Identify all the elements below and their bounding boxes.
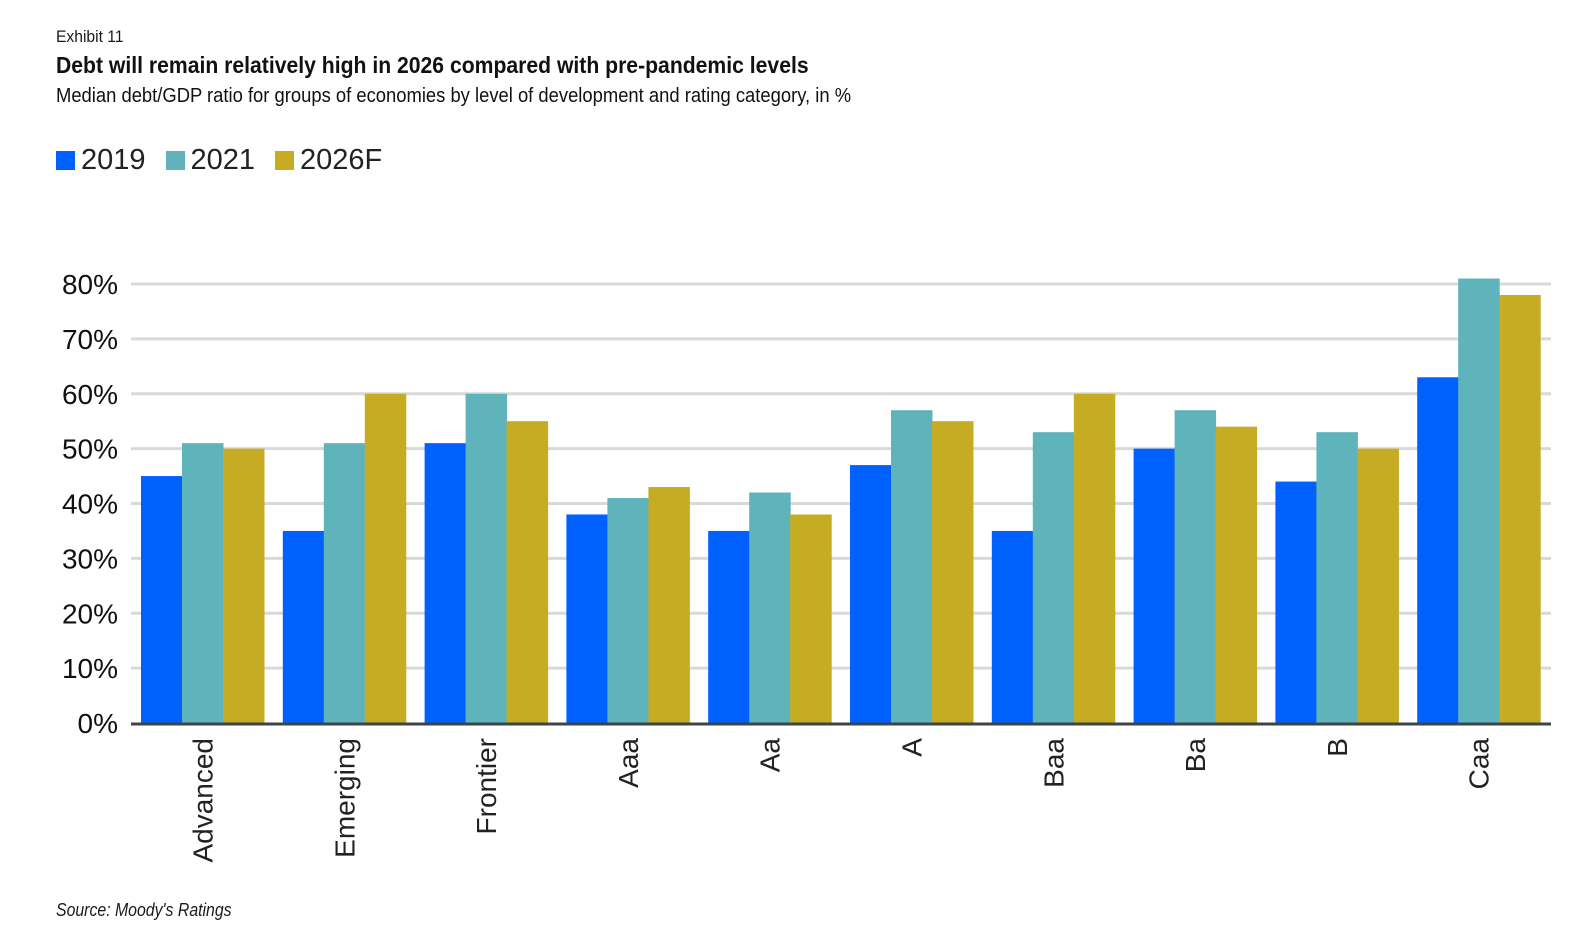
legend: 2019 2021 2026F [56,144,402,177]
y-tick-label: 80% [62,269,118,300]
x-category-label: Aaa [613,738,644,788]
bar-ba-2021 [1174,410,1217,723]
x-category-label: Emerging [329,738,360,858]
bars [141,278,1541,723]
legend-swatch-2019 [56,151,75,170]
y-tick-label: 0% [78,708,118,739]
y-tick-label: 30% [62,543,118,574]
bar-emerging-2026f [364,393,407,723]
source-note: Source: Moody's Ratings [56,900,232,920]
bar-emerging-2019 [282,530,325,723]
bar-advanced-2021 [182,443,224,723]
legend-swatch-2021 [165,151,185,170]
x-category-label: Caa [1464,738,1495,790]
legend-label-2026f: 2026F [300,144,383,176]
bar-b-2019 [1275,481,1317,723]
legend-item-2021: 2021 [165,144,256,177]
legend-swatch-2026f [275,151,295,170]
bar-aaa-2019 [566,514,608,723]
bar-aa-2021 [749,492,791,723]
y-tick-label: 50% [62,434,118,465]
legend-item-2019: 2019 [56,144,146,177]
x-category-label: Ba [1180,738,1211,773]
bar-caa-2021 [1458,278,1500,723]
bar-a-2026f [932,421,974,723]
x-category-label: A [897,738,928,757]
bar-frontier-2026f [506,421,549,723]
chart-title: Debt will remain relatively high in 2026… [56,52,809,78]
y-tick-label: 20% [62,598,118,629]
bar-baa-2026f [1073,393,1116,723]
bar-ba-2019 [1133,448,1176,723]
legend-label-2021: 2021 [190,144,256,176]
bar-b-2021 [1316,432,1358,723]
bar-caa-2026f [1499,294,1541,723]
exhibit-label: Exhibit 11 [56,27,124,46]
y-axis-ticks: 0% 10% 20% 30% 40% 50% 60% 70% 80% [62,269,118,739]
bar-aa-2019 [708,530,750,723]
bar-aa-2026f [790,514,832,723]
bar-advanced-2026f [223,448,265,723]
bar-ba-2026f [1215,426,1258,723]
bar-b-2026f [1357,448,1399,723]
y-tick-label: 40% [62,489,118,520]
bar-advanced-2019 [141,476,183,723]
bar-a-2021 [891,410,933,723]
x-category-label: B [1322,738,1353,757]
x-category-label: Baa [1038,738,1069,788]
bar-emerging-2021 [323,443,366,723]
bar-baa-2021 [1032,432,1075,723]
y-tick-label: 60% [62,379,118,410]
bar-baa-2019 [991,530,1034,723]
bar-aaa-2021 [607,498,649,723]
y-tick-label: 10% [62,653,118,684]
legend-item-2026f: 2026F [275,144,382,177]
bar-aaa-2026f [648,487,690,723]
bar-a-2019 [850,465,892,723]
legend-label-2019: 2019 [81,144,146,176]
x-category-label: Advanced [188,738,219,863]
x-category-label: Frontier [471,738,502,834]
x-axis-categories: Advanced Emerging Frontier Aaa Aa A Baa Ba B Caa [188,738,1495,863]
y-tick-label: 70% [62,324,118,355]
x-category-label: Aa [755,738,786,773]
bar-caa-2019 [1417,377,1459,723]
bar-frontier-2019 [424,443,467,723]
chart-subtitle: Median debt/GDP ratio for groups of econ… [56,85,852,107]
bar-frontier-2021 [465,393,508,723]
